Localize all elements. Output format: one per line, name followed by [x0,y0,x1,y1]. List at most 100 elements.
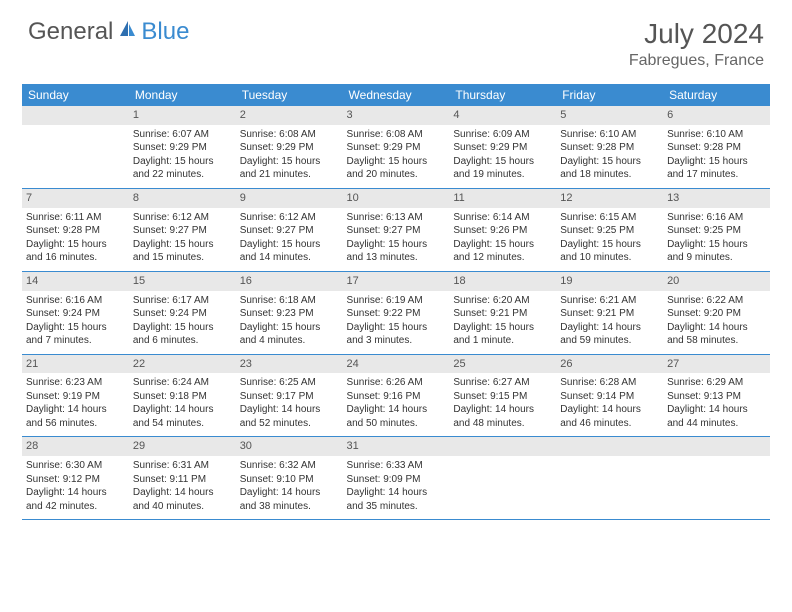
calendar-table: SundayMondayTuesdayWednesdayThursdayFrid… [22,84,770,520]
sunrise-text: Sunrise: 6:07 AM [133,128,232,142]
calendar-empty-cell [556,437,663,520]
calendar-day-cell: 23Sunrise: 6:25 AMSunset: 9:17 PMDayligh… [236,354,343,437]
day-body: Sunrise: 6:30 AMSunset: 9:12 PMDaylight:… [22,456,129,519]
day-body: Sunrise: 6:33 AMSunset: 9:09 PMDaylight:… [343,456,450,519]
calendar-day-cell: 20Sunrise: 6:22 AMSunset: 9:20 PMDayligh… [663,271,770,354]
sunrise-text: Sunrise: 6:31 AM [133,459,232,473]
day-number: 21 [22,355,129,374]
sunset-text: Sunset: 9:24 PM [133,307,232,321]
sunset-text: Sunset: 9:29 PM [453,141,552,155]
daylight-text: Daylight: 15 hours and 3 minutes. [347,321,446,348]
calendar-day-cell: 3Sunrise: 6:08 AMSunset: 9:29 PMDaylight… [343,106,450,188]
sunset-text: Sunset: 9:14 PM [560,390,659,404]
day-number [449,437,556,456]
sunrise-text: Sunrise: 6:13 AM [347,211,446,225]
daylight-text: Daylight: 15 hours and 18 minutes. [560,155,659,182]
sunrise-text: Sunrise: 6:17 AM [133,294,232,308]
sunrise-text: Sunrise: 6:16 AM [26,294,125,308]
calendar-week-row: 14Sunrise: 6:16 AMSunset: 9:24 PMDayligh… [22,271,770,354]
day-number: 9 [236,189,343,208]
day-body: Sunrise: 6:16 AMSunset: 9:24 PMDaylight:… [22,291,129,354]
day-body: Sunrise: 6:12 AMSunset: 9:27 PMDaylight:… [129,208,236,271]
day-body [22,125,129,181]
daylight-text: Daylight: 14 hours and 48 minutes. [453,403,552,430]
day-number: 22 [129,355,236,374]
sunset-text: Sunset: 9:10 PM [240,473,339,487]
daylight-text: Daylight: 14 hours and 35 minutes. [347,486,446,513]
daylight-text: Daylight: 15 hours and 22 minutes. [133,155,232,182]
day-body: Sunrise: 6:10 AMSunset: 9:28 PMDaylight:… [556,125,663,188]
calendar-day-cell: 9Sunrise: 6:12 AMSunset: 9:27 PMDaylight… [236,188,343,271]
day-number: 26 [556,355,663,374]
sunset-text: Sunset: 9:28 PM [667,141,766,155]
day-number: 10 [343,189,450,208]
sunrise-text: Sunrise: 6:29 AM [667,376,766,390]
day-body: Sunrise: 6:10 AMSunset: 9:28 PMDaylight:… [663,125,770,188]
calendar-empty-cell [449,437,556,520]
logo: General Blue [28,18,189,46]
location-label: Fabregues, France [629,52,764,70]
sunset-text: Sunset: 9:27 PM [240,224,339,238]
day-body: Sunrise: 6:15 AMSunset: 9:25 PMDaylight:… [556,208,663,271]
day-number: 20 [663,272,770,291]
day-number: 18 [449,272,556,291]
day-body: Sunrise: 6:17 AMSunset: 9:24 PMDaylight:… [129,291,236,354]
daylight-text: Daylight: 15 hours and 16 minutes. [26,238,125,265]
day-number: 30 [236,437,343,456]
sunset-text: Sunset: 9:16 PM [347,390,446,404]
logo-text-blue: Blue [141,18,189,46]
daylight-text: Daylight: 15 hours and 12 minutes. [453,238,552,265]
sunrise-text: Sunrise: 6:20 AM [453,294,552,308]
daylight-text: Daylight: 15 hours and 10 minutes. [560,238,659,265]
day-number: 4 [449,106,556,125]
sunrise-text: Sunrise: 6:32 AM [240,459,339,473]
sunrise-text: Sunrise: 6:26 AM [347,376,446,390]
calendar-day-cell: 6Sunrise: 6:10 AMSunset: 9:28 PMDaylight… [663,106,770,188]
sunset-text: Sunset: 9:17 PM [240,390,339,404]
daylight-text: Daylight: 14 hours and 52 minutes. [240,403,339,430]
day-body: Sunrise: 6:16 AMSunset: 9:25 PMDaylight:… [663,208,770,271]
daylight-text: Daylight: 14 hours and 40 minutes. [133,486,232,513]
day-body: Sunrise: 6:09 AMSunset: 9:29 PMDaylight:… [449,125,556,188]
title-block: July 2024 Fabregues, France [629,18,764,70]
sunset-text: Sunset: 9:22 PM [347,307,446,321]
month-title: July 2024 [629,18,764,50]
day-number: 3 [343,106,450,125]
day-number: 13 [663,189,770,208]
sunrise-text: Sunrise: 6:12 AM [240,211,339,225]
calendar-week-row: 1Sunrise: 6:07 AMSunset: 9:29 PMDaylight… [22,106,770,188]
calendar-day-cell: 11Sunrise: 6:14 AMSunset: 9:26 PMDayligh… [449,188,556,271]
sunset-text: Sunset: 9:24 PM [26,307,125,321]
sunset-text: Sunset: 9:28 PM [26,224,125,238]
sunset-text: Sunset: 9:29 PM [347,141,446,155]
daylight-text: Daylight: 15 hours and 21 minutes. [240,155,339,182]
sunset-text: Sunset: 9:26 PM [453,224,552,238]
day-body: Sunrise: 6:08 AMSunset: 9:29 PMDaylight:… [236,125,343,188]
calendar-day-cell: 28Sunrise: 6:30 AMSunset: 9:12 PMDayligh… [22,437,129,520]
calendar-day-cell: 7Sunrise: 6:11 AMSunset: 9:28 PMDaylight… [22,188,129,271]
day-number: 27 [663,355,770,374]
sunset-text: Sunset: 9:21 PM [560,307,659,321]
calendar-day-cell: 30Sunrise: 6:32 AMSunset: 9:10 PMDayligh… [236,437,343,520]
day-body: Sunrise: 6:25 AMSunset: 9:17 PMDaylight:… [236,373,343,436]
sunset-text: Sunset: 9:29 PM [133,141,232,155]
daylight-text: Daylight: 15 hours and 15 minutes. [133,238,232,265]
day-number: 8 [129,189,236,208]
sunset-text: Sunset: 9:29 PM [240,141,339,155]
sunset-text: Sunset: 9:19 PM [26,390,125,404]
day-number: 14 [22,272,129,291]
logo-text-general: General [28,18,113,46]
calendar-week-row: 21Sunrise: 6:23 AMSunset: 9:19 PMDayligh… [22,354,770,437]
day-number: 24 [343,355,450,374]
daylight-text: Daylight: 15 hours and 7 minutes. [26,321,125,348]
calendar-empty-cell [663,437,770,520]
sunrise-text: Sunrise: 6:09 AM [453,128,552,142]
calendar-day-cell: 2Sunrise: 6:08 AMSunset: 9:29 PMDaylight… [236,106,343,188]
calendar-day-cell: 10Sunrise: 6:13 AMSunset: 9:27 PMDayligh… [343,188,450,271]
logo-sail-icon [117,18,137,46]
day-body: Sunrise: 6:20 AMSunset: 9:21 PMDaylight:… [449,291,556,354]
day-body: Sunrise: 6:13 AMSunset: 9:27 PMDaylight:… [343,208,450,271]
weekday-header: Friday [556,84,663,106]
calendar-day-cell: 29Sunrise: 6:31 AMSunset: 9:11 PMDayligh… [129,437,236,520]
day-body: Sunrise: 6:24 AMSunset: 9:18 PMDaylight:… [129,373,236,436]
